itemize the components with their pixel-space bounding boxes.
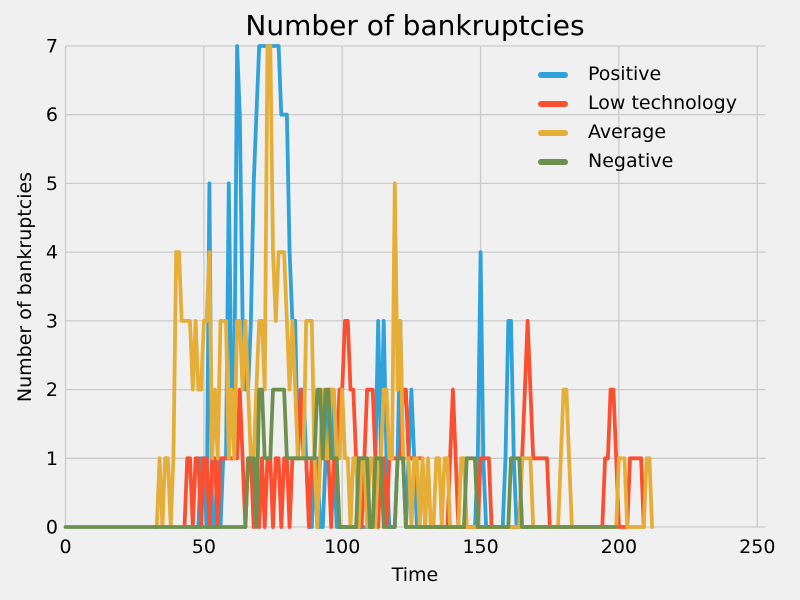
y-tick-label: 6 <box>46 104 58 126</box>
y-axis-label: Number of bankruptcies <box>14 171 36 403</box>
y-tick-label: 0 <box>46 517 58 539</box>
series-lines <box>63 44 654 529</box>
y-tick-label: 5 <box>46 173 58 195</box>
legend-swatch-negative <box>538 158 568 165</box>
tick-labels: 0 50 100 150 200 250 0 1 2 3 4 5 6 7 <box>46 36 776 559</box>
legend-swatch-low-technology <box>538 100 568 107</box>
y-tick-label: 1 <box>46 448 58 470</box>
x-tick-label: 200 <box>601 536 637 558</box>
y-tick-label: 3 <box>46 310 58 332</box>
x-tick-label: 50 <box>192 536 216 558</box>
legend-item-positive: Positive <box>538 60 737 89</box>
legend-swatch-positive <box>538 71 568 78</box>
gridlines <box>64 45 766 528</box>
chart-title: Number of bankruptcies <box>245 9 585 42</box>
legend-swatch-average <box>538 129 568 136</box>
legend-label-negative: Negative <box>588 150 674 172</box>
legend-label-low-technology: Low technology <box>588 92 737 114</box>
x-tick-label: 150 <box>462 536 498 558</box>
x-tick-label: 100 <box>324 536 360 558</box>
legend-label-positive: Positive <box>588 63 662 85</box>
legend-item-average: Average <box>538 118 737 147</box>
y-tick-label: 2 <box>46 379 58 401</box>
series-line-negative <box>63 387 619 529</box>
legend: Positive Low technology Average Negative <box>538 60 737 176</box>
x-tick-label: 250 <box>739 536 775 558</box>
y-tick-label: 4 <box>46 242 58 264</box>
x-tick-label: 0 <box>59 536 71 558</box>
legend-item-negative: Negative <box>538 147 737 176</box>
x-axis-label: Time <box>391 564 439 586</box>
legend-item-low-technology: Low technology <box>538 89 737 118</box>
legend-label-average: Average <box>588 121 667 143</box>
y-tick-label: 7 <box>46 36 58 58</box>
